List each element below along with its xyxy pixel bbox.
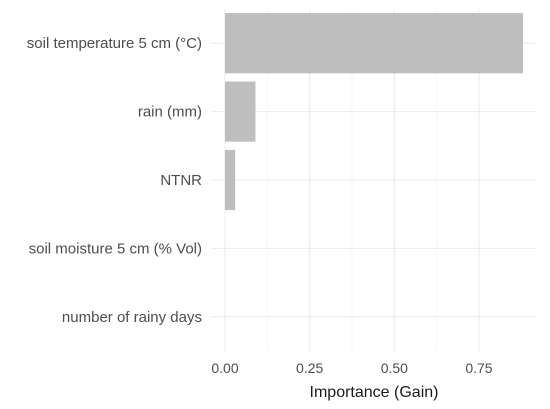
- x-tick-label: 0.75: [465, 360, 492, 376]
- bar-2: [225, 149, 236, 211]
- category-label: soil moisture 5 cm (% Vol): [29, 240, 202, 257]
- category-labels: soil temperature 5 cm (°C) rain (mm) NTNR s…: [27, 35, 202, 326]
- x-tick-label: 0.50: [381, 360, 408, 376]
- category-label: soil temperature 5 cm (°C): [27, 35, 202, 52]
- x-tick-label: 0.00: [211, 360, 238, 376]
- category-label: number of rainy days: [62, 309, 202, 326]
- bar-0: [225, 13, 523, 74]
- bar-1: [225, 81, 256, 142]
- x-tick-labels: 0.00 0.25 0.50 0.75: [211, 360, 492, 376]
- x-tick-label: 0.25: [296, 360, 323, 376]
- x-axis-title: Importance (Gain): [310, 384, 439, 401]
- category-label: NTNR: [160, 172, 202, 189]
- bars: [225, 13, 523, 211]
- category-label: rain (mm): [138, 104, 202, 121]
